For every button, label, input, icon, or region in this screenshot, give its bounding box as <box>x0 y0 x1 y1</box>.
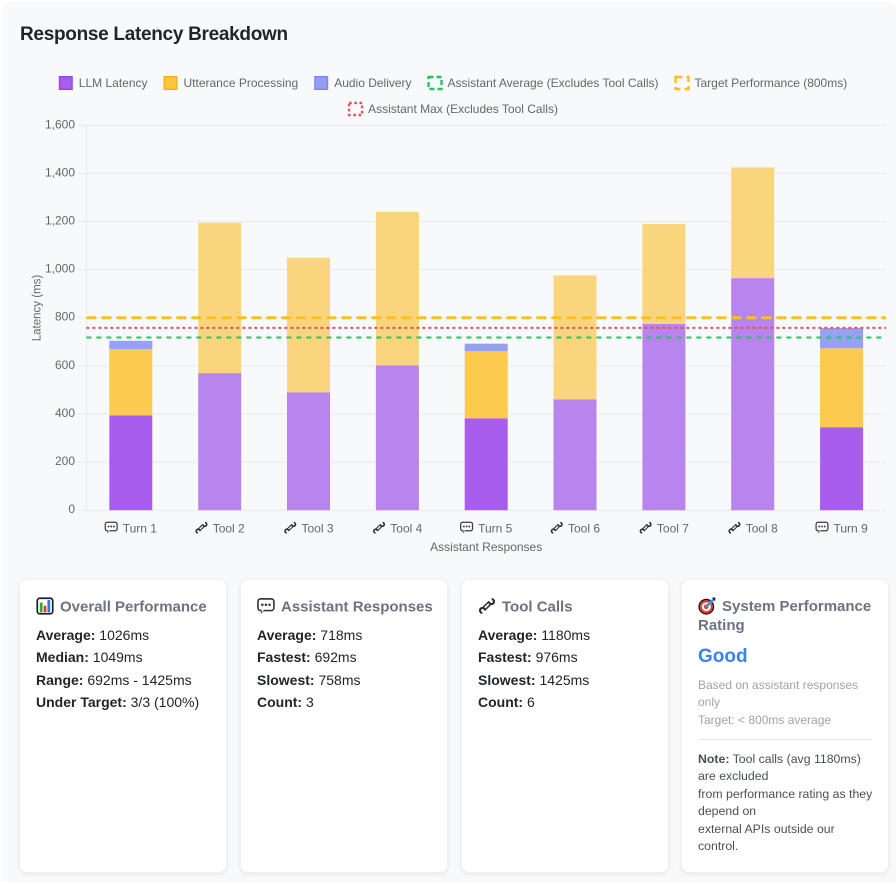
svg-text:Turn 9: Turn 9 <box>834 521 869 535</box>
svg-text:Audio Delivery: Audio Delivery <box>334 76 411 90</box>
svg-text:Assistant Max (Excludes Tool C: Assistant Max (Excludes Tool Calls) <box>368 102 558 116</box>
svg-text:Tool 3: Tool 3 <box>302 521 334 535</box>
svg-text:1,600: 1,600 <box>45 117 75 131</box>
svg-text:800: 800 <box>55 310 75 324</box>
svg-text:Turn 5: Turn 5 <box>478 521 513 535</box>
svg-text:Latency (ms): Latency (ms) <box>32 275 44 342</box>
svg-text:Tool 6: Tool 6 <box>568 521 600 535</box>
svg-text:LLM Latency: LLM Latency <box>79 76 148 90</box>
svg-text:400: 400 <box>55 406 75 420</box>
svg-text:Tool 4: Tool 4 <box>390 521 422 535</box>
svg-text:200: 200 <box>55 454 75 468</box>
svg-text:Assistant Responses: Assistant Responses <box>430 540 542 554</box>
svg-text:Assistant Average (Excludes To: Assistant Average (Excludes Tool Calls) <box>448 76 659 90</box>
svg-text:1,400: 1,400 <box>45 165 75 179</box>
svg-text:Target Performance (800ms): Target Performance (800ms) <box>695 76 848 90</box>
svg-text:Tool 2: Tool 2 <box>213 521 245 535</box>
svg-text:Tool 7: Tool 7 <box>657 521 689 535</box>
svg-text:Tool 8: Tool 8 <box>746 521 778 535</box>
svg-text:0: 0 <box>68 502 75 516</box>
svg-text:1,200: 1,200 <box>45 214 75 228</box>
svg-text:1,000: 1,000 <box>45 262 75 276</box>
svg-text:Turn 1: Turn 1 <box>123 521 158 535</box>
svg-text:Utterance Processing: Utterance Processing <box>184 76 299 90</box>
svg-text:600: 600 <box>55 358 75 372</box>
